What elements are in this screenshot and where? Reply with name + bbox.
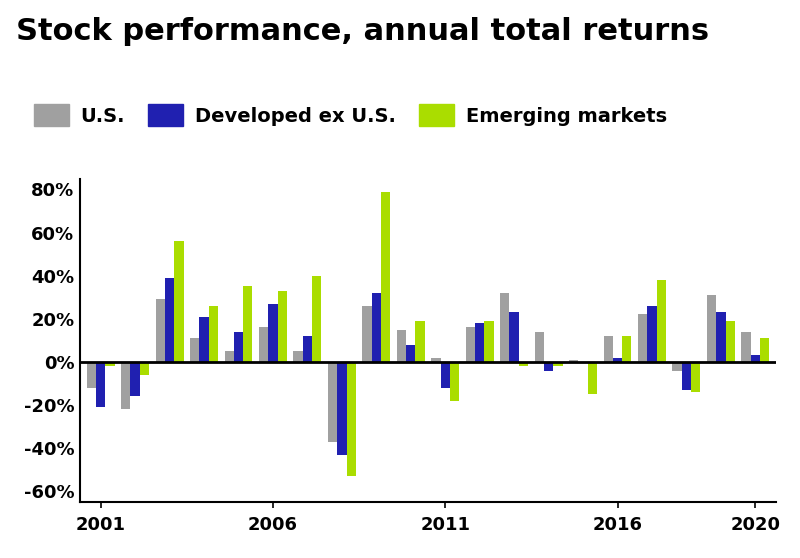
Bar [657, 280, 666, 362]
Bar [682, 362, 691, 390]
Bar [372, 293, 381, 362]
Bar [338, 362, 346, 455]
Bar [726, 321, 735, 362]
Bar [742, 332, 750, 362]
Bar [441, 362, 450, 388]
Bar [199, 316, 209, 362]
Bar [707, 295, 716, 362]
Bar [278, 291, 287, 362]
Bar [578, 362, 588, 363]
Bar [750, 355, 760, 362]
Bar [243, 286, 253, 362]
Bar [381, 191, 390, 362]
Bar [156, 300, 165, 362]
Bar [165, 278, 174, 362]
Bar [760, 338, 770, 362]
Bar [622, 336, 631, 362]
Text: Stock performance, annual total returns: Stock performance, annual total returns [16, 17, 709, 46]
Bar [302, 336, 312, 362]
Bar [603, 336, 613, 362]
Bar [259, 328, 268, 362]
Bar [518, 362, 528, 366]
Bar [328, 362, 338, 442]
Bar [466, 328, 475, 362]
Bar [673, 362, 682, 371]
Bar [500, 293, 510, 362]
Bar [234, 332, 243, 362]
Bar [475, 323, 484, 362]
Bar [86, 362, 96, 388]
Bar [397, 330, 406, 362]
Bar [510, 312, 518, 362]
Bar [716, 312, 726, 362]
Bar [647, 306, 657, 362]
Bar [268, 304, 278, 362]
Bar [209, 306, 218, 362]
Bar [569, 360, 578, 362]
Bar [638, 315, 647, 362]
Bar [484, 321, 494, 362]
Bar [106, 362, 114, 366]
Bar [121, 362, 130, 410]
Bar [588, 362, 597, 395]
Bar [346, 362, 356, 477]
Legend: U.S., Developed ex U.S., Emerging markets: U.S., Developed ex U.S., Emerging market… [26, 96, 674, 134]
Bar [96, 362, 106, 407]
Bar [225, 351, 234, 362]
Bar [450, 362, 459, 401]
Bar [613, 358, 622, 362]
Bar [190, 338, 199, 362]
Bar [415, 321, 425, 362]
Bar [554, 362, 562, 366]
Bar [362, 306, 372, 362]
Bar [691, 362, 700, 392]
Bar [406, 345, 415, 362]
Bar [544, 362, 554, 371]
Bar [140, 362, 149, 375]
Bar [431, 358, 441, 362]
Bar [534, 332, 544, 362]
Bar [130, 362, 140, 397]
Bar [312, 276, 322, 362]
Bar [174, 241, 183, 362]
Bar [294, 351, 302, 362]
